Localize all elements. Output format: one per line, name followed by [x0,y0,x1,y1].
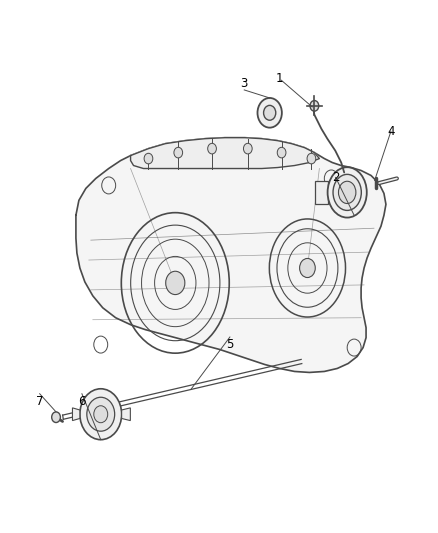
Circle shape [166,271,185,295]
Text: 2: 2 [332,171,339,184]
Circle shape [144,154,153,164]
Circle shape [310,101,319,111]
Polygon shape [314,181,328,204]
Ellipse shape [328,167,367,217]
Circle shape [244,143,252,154]
Circle shape [258,98,282,127]
Ellipse shape [339,181,356,204]
Circle shape [277,147,286,158]
Text: 5: 5 [226,338,233,351]
Text: 4: 4 [387,125,395,138]
Circle shape [52,412,60,423]
Circle shape [80,389,122,440]
Text: 6: 6 [78,395,86,408]
Circle shape [174,147,183,158]
Circle shape [307,154,316,164]
Circle shape [94,406,108,423]
Text: 1: 1 [276,72,283,85]
Circle shape [264,106,276,120]
Circle shape [208,143,216,154]
Polygon shape [72,408,80,421]
Polygon shape [131,138,319,168]
Circle shape [87,397,115,431]
Text: 7: 7 [36,395,43,408]
Circle shape [300,259,315,278]
Text: 3: 3 [240,77,248,90]
Polygon shape [122,408,131,421]
Ellipse shape [333,174,361,211]
Polygon shape [76,138,386,373]
